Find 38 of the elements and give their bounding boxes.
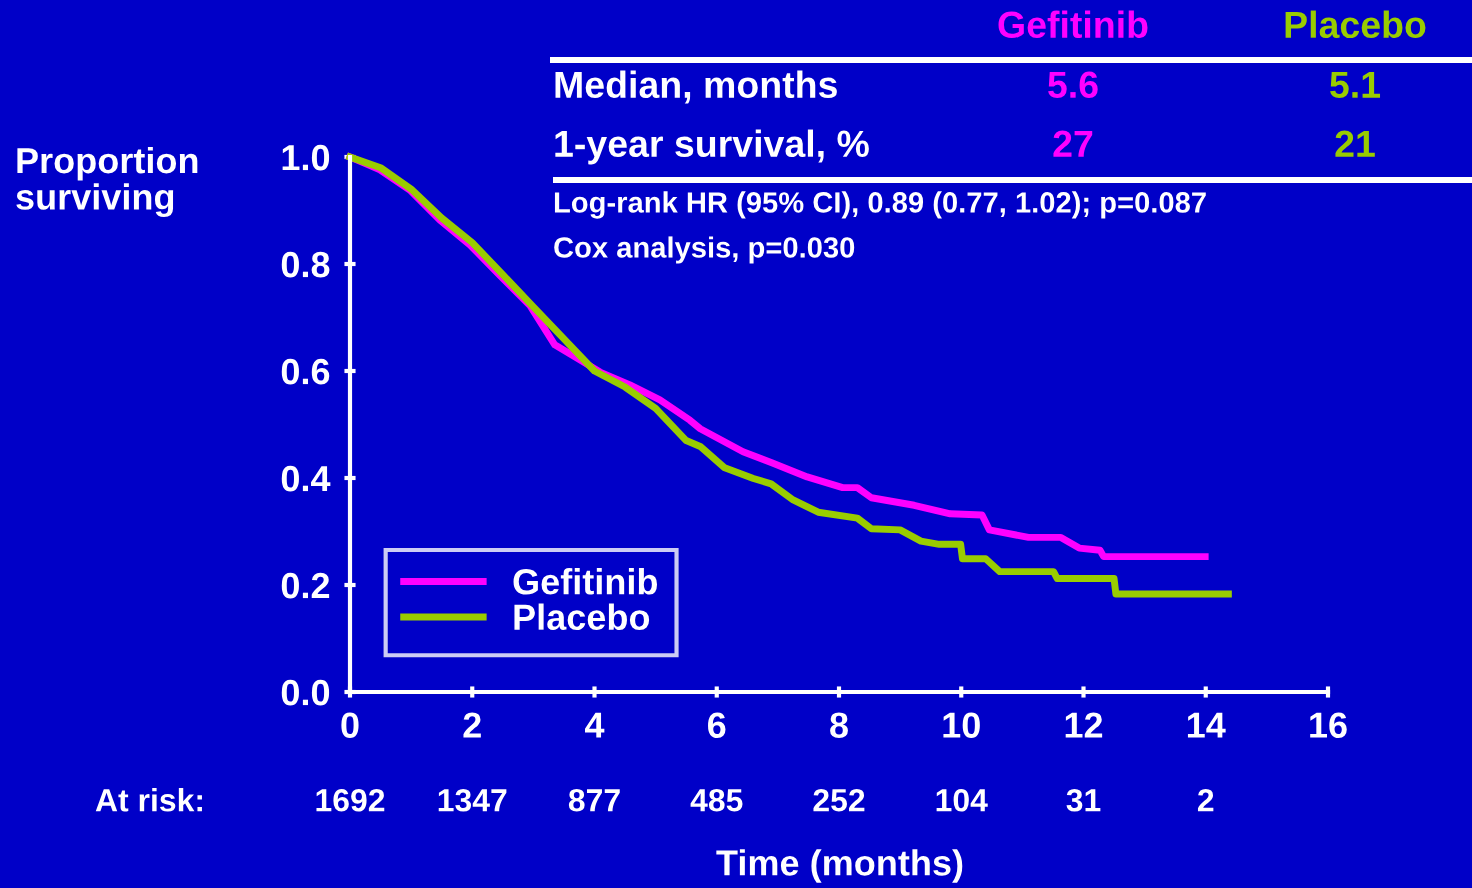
- text: 21: [1335, 130, 1375, 157]
- text: 5.6: [1048, 71, 1098, 99]
- x-tick-label: 12: [1065, 712, 1103, 738]
- text: 877: [568, 788, 620, 812]
- text: 2: [1197, 788, 1214, 812]
- y-tick-label: 1.0: [282, 144, 330, 171]
- y-tick-label: 0.0: [281, 679, 330, 706]
- text: At risk:: [95, 788, 202, 812]
- y-tick-label: 0.8: [281, 251, 330, 278]
- y-tick-label: 0.4: [281, 465, 331, 492]
- annotation: 1-year survival, %: [555, 129, 869, 165]
- x-tick-label: 10: [943, 712, 980, 738]
- x-tick-label: 16: [1310, 712, 1347, 738]
- text: 27: [1053, 130, 1093, 157]
- text: 5.1: [1330, 71, 1381, 99]
- annotation: Log-rank HR (95% CI), 0.89 (0.77, 1.02); p=0.087: [554, 191, 1206, 219]
- y-tick-label: 0.2: [281, 572, 330, 599]
- text: Median, months: [555, 70, 837, 104]
- annotation: Cox analysis, p=0.030: [554, 236, 855, 264]
- x-tick-label: 14: [1187, 712, 1226, 738]
- text: 252: [813, 788, 865, 812]
- x-tick-label: 4: [585, 712, 605, 738]
- text: Placebo: [1285, 10, 1426, 39]
- text: Gefitinib: [998, 10, 1148, 39]
- y-tick-label: 0.6: [281, 358, 330, 385]
- y-axis-title: Proportion surviving: [16, 146, 198, 218]
- text: 104: [936, 788, 988, 812]
- text: 1347: [438, 788, 507, 812]
- x-tick-label: 6: [708, 712, 726, 738]
- text: 485: [690, 788, 743, 812]
- legend-label: Gefitinib: [513, 568, 657, 595]
- x-tick-label: 0: [341, 712, 359, 738]
- text: 1692: [316, 788, 385, 812]
- x-tick-label: 8: [830, 712, 848, 738]
- x-axis-title: Time (months): [716, 849, 963, 883]
- text: 31: [1066, 788, 1101, 812]
- legend-label: Placebo: [514, 603, 650, 631]
- x-tick-label: 2: [463, 712, 481, 738]
